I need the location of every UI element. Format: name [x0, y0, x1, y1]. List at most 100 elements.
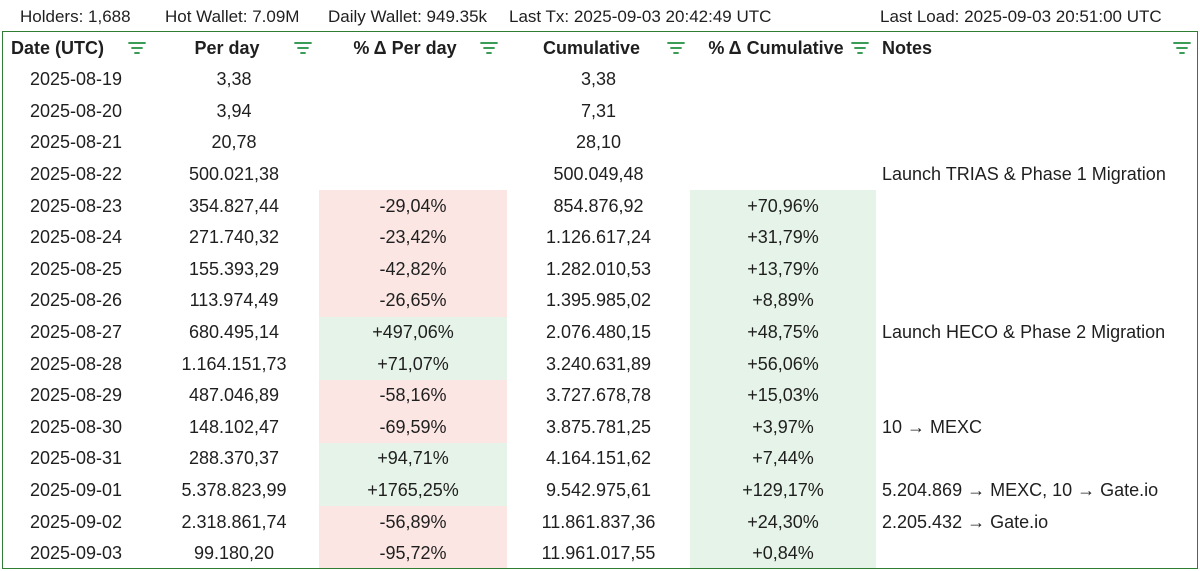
- date-cell[interactable]: 2025-08-26: [29, 290, 123, 311]
- date-cell[interactable]: 2025-08-27: [29, 322, 123, 343]
- cumulative-cell[interactable]: 1.395.985,02: [545, 290, 652, 311]
- date-cell[interactable]: 2025-09-01: [29, 480, 123, 501]
- date-cell[interactable]: 2025-09-02: [29, 511, 123, 532]
- filter-icon[interactable]: [294, 41, 312, 55]
- notes-cell[interactable]: [876, 380, 1197, 412]
- pct-per-day-cell[interactable]: +94,71%: [319, 443, 507, 475]
- pct-cumulative-cell[interactable]: +7,44%: [690, 443, 876, 475]
- cumulative-cell[interactable]: 3.727.678,78: [545, 385, 652, 406]
- pct-per-day-cell[interactable]: [319, 96, 507, 128]
- per-day-cell[interactable]: 113.974,49: [189, 290, 279, 311]
- notes-cell[interactable]: 5.204.869 → MEXC, 10 → Gate.io: [882, 480, 1159, 501]
- pct-cumulative-cell[interactable]: +56,06%: [690, 348, 876, 380]
- filter-icon[interactable]: [667, 41, 685, 55]
- pct-cumulative-cell[interactable]: +31,79%: [690, 221, 876, 254]
- date-cell[interactable]: 2025-09-03: [29, 543, 123, 564]
- cumulative-cell[interactable]: 3.875.781,25: [545, 416, 652, 437]
- pct-per-day-cell[interactable]: +497,06%: [319, 316, 507, 349]
- date-cell[interactable]: 2025-08-21: [29, 132, 123, 153]
- pct-cumulative-cell[interactable]: +24,30%: [690, 506, 876, 538]
- cumulative-cell[interactable]: 1.126.617,24: [545, 227, 652, 248]
- cumulative-cell[interactable]: 28,10: [575, 132, 622, 153]
- notes-cell[interactable]: [876, 222, 1197, 254]
- pct-cumulative-cell[interactable]: [690, 159, 876, 191]
- notes-cell[interactable]: [876, 254, 1197, 286]
- pct-cumulative-cell[interactable]: +48,75%: [690, 316, 876, 349]
- notes-cell[interactable]: 2.205.432 → Gate.io: [882, 511, 1049, 532]
- per-day-cell[interactable]: 354.827,44: [188, 195, 280, 216]
- notes-cell[interactable]: [876, 96, 1197, 128]
- per-day-cell[interactable]: 487.046,89: [188, 385, 280, 406]
- per-day-cell[interactable]: 680.495,14: [188, 322, 280, 343]
- date-cell[interactable]: 2025-08-23: [29, 195, 123, 216]
- pct-per-day-cell[interactable]: -29,04%: [319, 190, 507, 222]
- cumulative-cell[interactable]: 2.076.480,15: [545, 322, 652, 343]
- date-cell[interactable]: 2025-08-20: [29, 100, 123, 121]
- cumulative-cell[interactable]: 7,31: [580, 100, 617, 121]
- notes-cell[interactable]: [876, 127, 1197, 159]
- per-day-cell[interactable]: 2.318.861,74: [181, 511, 287, 532]
- pct-per-day-cell[interactable]: -69,59%: [319, 411, 507, 444]
- date-cell[interactable]: 2025-08-24: [29, 227, 123, 248]
- date-cell[interactable]: 2025-08-28: [29, 353, 123, 374]
- pct-per-day-cell[interactable]: -23,42%: [319, 221, 507, 254]
- notes-cell[interactable]: [876, 64, 1197, 96]
- pct-cumulative-cell[interactable]: [690, 96, 876, 128]
- pct-cumulative-cell[interactable]: +70,96%: [690, 190, 876, 222]
- pct-per-day-cell[interactable]: -95,72%: [319, 537, 507, 568]
- cumulative-cell[interactable]: 11.961.017,55: [541, 543, 656, 564]
- pct-cumulative-cell[interactable]: +0,84%: [690, 537, 876, 568]
- pct-cumulative-cell[interactable]: +8,89%: [690, 285, 876, 317]
- pct-per-day-cell[interactable]: [319, 64, 507, 96]
- pct-cumulative-cell[interactable]: +15,03%: [690, 379, 876, 412]
- filter-icon[interactable]: [480, 41, 498, 55]
- filter-icon[interactable]: [128, 41, 146, 55]
- pct-per-day-cell[interactable]: [319, 127, 507, 159]
- pct-per-day-cell[interactable]: +71,07%: [319, 348, 507, 380]
- date-cell[interactable]: 2025-08-29: [29, 385, 123, 406]
- cumulative-cell[interactable]: 3.240.631,89: [545, 353, 652, 374]
- per-day-cell[interactable]: 3,94: [216, 100, 252, 121]
- notes-cell[interactable]: [876, 285, 1197, 317]
- per-day-cell[interactable]: 148.102,47: [188, 416, 280, 437]
- pct-cumulative-cell[interactable]: +3,97%: [690, 411, 876, 444]
- per-day-cell[interactable]: 5.378.823,99: [181, 480, 287, 501]
- cumulative-cell[interactable]: 1.282.010,53: [545, 258, 652, 279]
- per-day-cell[interactable]: 1.164.151,73: [181, 353, 287, 374]
- date-cell[interactable]: 2025-08-31: [29, 448, 123, 469]
- pct-per-day-cell[interactable]: [319, 159, 507, 191]
- notes-cell[interactable]: 10 → MEXC: [882, 416, 983, 437]
- per-day-cell[interactable]: 155.393,29: [188, 258, 280, 279]
- cumulative-cell[interactable]: 854.876,92: [553, 195, 644, 216]
- date-cell[interactable]: 2025-08-25: [29, 258, 123, 279]
- pct-cumulative-cell[interactable]: +129,17%: [690, 474, 876, 507]
- per-day-cell[interactable]: 271.740,32: [188, 227, 280, 248]
- cumulative-cell[interactable]: 9.542.975,61: [545, 480, 652, 501]
- pct-per-day-cell[interactable]: -56,89%: [319, 506, 507, 538]
- pct-per-day-cell[interactable]: -42,82%: [319, 253, 507, 286]
- per-day-cell[interactable]: 20,78: [211, 132, 257, 153]
- notes-cell[interactable]: Launch TRIAS & Phase 1 Migration: [882, 164, 1166, 185]
- pct-per-day-cell[interactable]: -58,16%: [319, 379, 507, 412]
- notes-cell[interactable]: [876, 538, 1197, 568]
- per-day-cell[interactable]: 3,38: [216, 69, 252, 90]
- cumulative-cell[interactable]: 11.861.837,36: [541, 511, 656, 532]
- filter-icon[interactable]: [1173, 41, 1191, 55]
- pct-cumulative-cell[interactable]: +13,79%: [690, 253, 876, 286]
- cumulative-cell[interactable]: 3,38: [580, 69, 617, 90]
- cumulative-cell[interactable]: 4.164.151,62: [545, 448, 652, 469]
- per-day-cell[interactable]: 288.370,37: [188, 448, 280, 469]
- date-cell[interactable]: 2025-08-19: [29, 69, 123, 90]
- filter-icon[interactable]: [851, 41, 869, 55]
- notes-cell[interactable]: [876, 190, 1197, 222]
- date-cell[interactable]: 2025-08-22: [29, 164, 123, 185]
- date-cell[interactable]: 2025-08-30: [29, 416, 123, 437]
- notes-cell[interactable]: [876, 443, 1197, 475]
- pct-per-day-cell[interactable]: +1765,25%: [319, 474, 507, 507]
- cumulative-cell[interactable]: 500.049,48: [553, 164, 644, 185]
- per-day-cell[interactable]: 500.021,38: [188, 164, 280, 185]
- notes-cell[interactable]: [876, 348, 1197, 380]
- pct-cumulative-cell[interactable]: [690, 64, 876, 96]
- notes-cell[interactable]: Launch HECO & Phase 2 Migration: [882, 322, 1166, 343]
- per-day-cell[interactable]: 99.180,20: [193, 543, 275, 564]
